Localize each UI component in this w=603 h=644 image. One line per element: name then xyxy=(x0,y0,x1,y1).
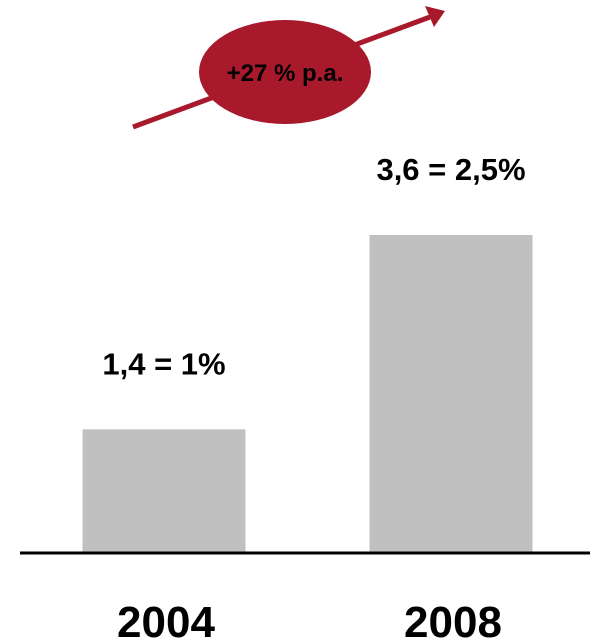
growth-badge xyxy=(199,20,371,124)
bar-2004 xyxy=(82,429,246,553)
data-label-2008: 3,6 = 2,5% xyxy=(376,152,525,187)
x-tick-label-2008: 2008 xyxy=(404,598,502,644)
x-tick-labels-group: 2004 2008 xyxy=(117,598,502,644)
growth-arrow-head xyxy=(425,6,445,27)
bar-2008 xyxy=(369,235,533,553)
growth-rate-label: +27 % p.a. xyxy=(227,60,344,87)
growth-annotation: +27 % p.a. xyxy=(132,6,445,130)
data-labels-group: 1,4 = 1% 3,6 = 2,5% xyxy=(102,152,525,381)
bars-group xyxy=(82,235,533,553)
data-label-2004: 1,4 = 1% xyxy=(102,346,225,381)
x-tick-label-2004: 2004 xyxy=(117,598,215,644)
